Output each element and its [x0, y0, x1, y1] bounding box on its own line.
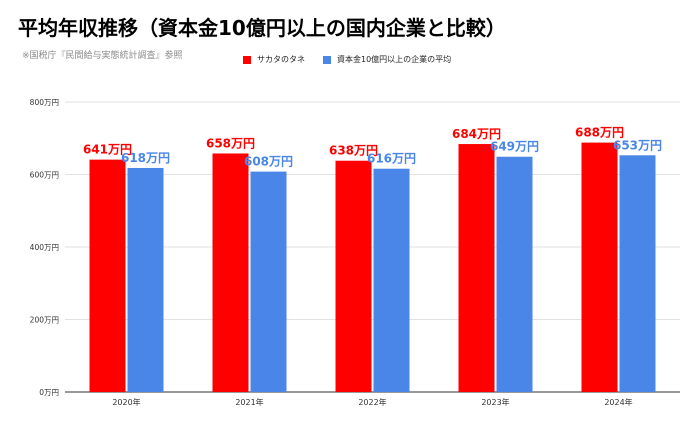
data-label-sakata: 641万円	[83, 143, 132, 157]
data-label-sakata: 658万円	[206, 136, 255, 150]
data-label-average: 616万円	[367, 152, 416, 166]
y-tick-label: 0万円	[39, 388, 59, 397]
x-tick-label: 2021年	[235, 397, 263, 407]
data-label-sakata: 638万円	[329, 144, 378, 158]
data-label-sakata: 688万円	[575, 126, 624, 140]
legend-item-sakata: サカタのタネ	[243, 54, 305, 65]
data-label-average: 608万円	[244, 155, 293, 169]
x-tick-label: 2022年	[358, 397, 386, 407]
bar-sakata	[212, 153, 249, 392]
x-tick-label: 2023年	[481, 397, 509, 407]
legend-swatch-average	[323, 55, 331, 64]
bar-sakata	[89, 159, 126, 392]
bar-sakata	[458, 144, 495, 392]
data-label-average: 618万円	[121, 151, 170, 165]
y-tick-label: 800万円	[30, 98, 59, 107]
legend-label-sakata: サカタのタネ	[257, 55, 305, 64]
y-tick-label: 400万円	[30, 243, 59, 252]
legend-item-average: 資本金10億円以上の企業の平均	[323, 54, 451, 65]
chart-subtitle: ※国税庁『民間給与実態統計調査』参照	[22, 51, 183, 61]
chart-legend: サカタのタネ 資本金10億円以上の企業の平均	[243, 54, 469, 65]
y-tick-label: 600万円	[30, 171, 59, 180]
bar-average	[127, 167, 164, 392]
bar-average	[496, 156, 533, 392]
bar-average	[373, 168, 410, 392]
chart-title: 平均年収推移（資本金10億円以上の国内企業と比較）	[18, 16, 506, 40]
x-tick-label: 2020年	[112, 397, 140, 407]
bar-sakata	[581, 142, 618, 392]
data-label-sakata: 684万円	[452, 127, 501, 141]
bar-sakata	[335, 160, 372, 392]
legend-swatch-sakata	[243, 55, 251, 64]
bar-average	[250, 171, 287, 392]
data-label-average: 649万円	[490, 140, 539, 154]
legend-label-average: 資本金10億円以上の企業の平均	[337, 55, 452, 64]
y-tick-label: 200万円	[30, 316, 59, 325]
x-tick-label: 2024年	[604, 397, 632, 407]
data-label-average: 653万円	[613, 138, 662, 152]
bar-average	[619, 155, 656, 392]
